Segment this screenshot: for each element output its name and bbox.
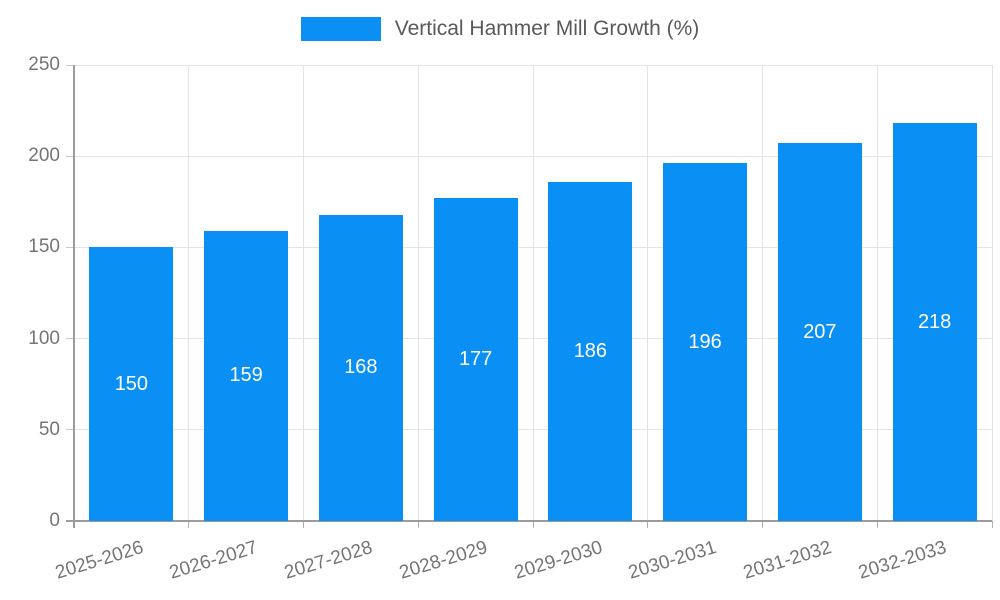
chart-legend: Vertical Hammer Mill Growth (%)	[0, 17, 1000, 41]
gridline-vertical	[647, 65, 649, 521]
bar-value-label: 207	[803, 320, 837, 343]
gridline-vertical	[532, 65, 534, 521]
bar: 159	[204, 230, 289, 521]
x-axis-tick	[188, 521, 190, 528]
x-axis-tick	[417, 521, 419, 528]
x-axis-tick	[876, 521, 878, 528]
y-axis-tick-label: 200	[28, 145, 60, 167]
x-axis-tick-label: 2026-2027	[167, 537, 261, 584]
bar: 186	[548, 181, 633, 521]
bar: 207	[777, 143, 862, 521]
y-axis-tick	[66, 64, 74, 66]
y-axis-tick-label: 150	[28, 236, 60, 258]
bar-value-label: 150	[114, 372, 149, 395]
x-axis-tick-label: 2031-2032	[740, 537, 835, 584]
bar-value-label: 218	[917, 310, 952, 333]
bar: 218	[892, 123, 977, 521]
x-axis-line	[66, 520, 992, 522]
bar: 196	[663, 163, 748, 521]
bar-value-label: 168	[344, 356, 378, 379]
legend-swatch	[300, 17, 381, 41]
x-axis-tick-label: 2032-2033	[855, 537, 949, 584]
bar-value-label: 186	[573, 339, 608, 362]
x-axis-tick	[762, 521, 763, 528]
x-axis-tick-label: 2030-2031	[626, 537, 720, 584]
gridline-vertical	[876, 65, 878, 521]
y-axis-line	[73, 65, 75, 528]
y-axis-tick-label: 0	[49, 510, 60, 531]
y-axis-tick-label: 100	[28, 327, 60, 349]
gridline-vertical	[303, 65, 304, 521]
gridline-vertical	[417, 65, 419, 521]
legend-label: Vertical Hammer Mill Growth (%)	[394, 17, 700, 40]
y-axis-tick-label: 50	[38, 418, 60, 440]
x-axis-tick	[303, 521, 304, 528]
x-axis-tick	[532, 521, 534, 528]
y-axis-tick	[66, 155, 74, 157]
x-axis-tick-label: 2029-2030	[511, 537, 605, 584]
x-axis-tick	[647, 521, 649, 528]
bar: 168	[318, 214, 403, 521]
y-axis-tick	[66, 338, 74, 340]
bar-value-label: 177	[458, 348, 493, 371]
gridline-vertical	[188, 65, 190, 521]
bar-value-label: 196	[688, 330, 722, 353]
bar: 177	[433, 198, 518, 521]
bar-value-label: 159	[229, 364, 263, 387]
x-axis-tick-label: 2028-2029	[396, 537, 490, 584]
x-axis-tick	[991, 521, 993, 528]
y-axis-tick	[66, 246, 74, 248]
bar: 150	[89, 247, 174, 521]
y-axis-tick-label: 250	[28, 54, 60, 75]
y-axis-tick	[66, 429, 74, 431]
x-axis-tick-label: 2025-2026	[52, 537, 146, 584]
x-axis-tick-label: 2027-2028	[281, 537, 376, 584]
gridline-vertical	[762, 65, 763, 521]
gridline-vertical	[991, 65, 993, 521]
